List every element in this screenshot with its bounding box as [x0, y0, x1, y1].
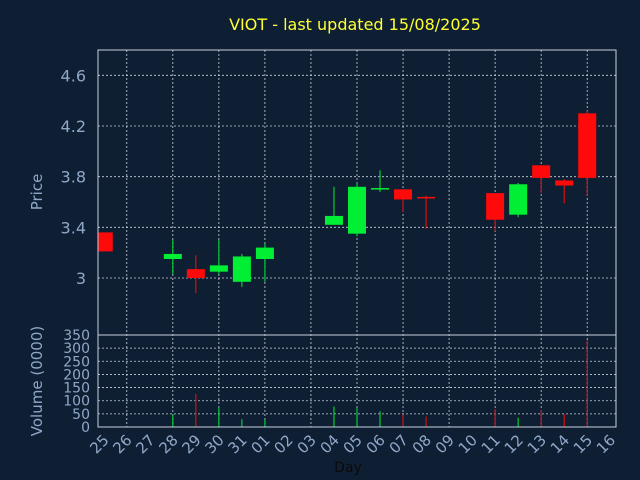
candle-body [186, 269, 205, 278]
x-tick-label: 16 [593, 431, 619, 457]
price-tick-label: 3.4 [61, 218, 86, 237]
candle-body [209, 265, 228, 272]
candle-body [255, 247, 274, 259]
candle-body [232, 256, 251, 282]
price-axis-label: Price [28, 174, 46, 211]
volume-tick-label: 150 [63, 381, 90, 397]
volume-tick-label: 0 [81, 420, 90, 436]
price-tick-label: 4.2 [61, 117, 86, 136]
volume-axis-label: Volume (0000) [28, 326, 46, 436]
grid-layer [98, 50, 616, 428]
volume-bars [172, 340, 588, 427]
x-ticks: 2526272829303101020304050607080910111213… [86, 431, 619, 457]
volume-tick-label: 300 [63, 341, 90, 357]
candle-body [532, 165, 551, 178]
price-tick-label: 4.6 [61, 66, 86, 85]
volume-tick-label: 350 [63, 328, 90, 344]
volume-tick-label: 250 [63, 354, 90, 370]
price-tick-label: 3 [76, 269, 86, 288]
candle-body [578, 113, 597, 178]
candle-body [371, 188, 390, 190]
candle-body [348, 186, 366, 234]
candle-body [324, 215, 343, 225]
volume-panel-frame [97, 334, 617, 428]
volume-tick-label: 50 [72, 407, 90, 423]
candle-body [486, 193, 505, 220]
volume-tick-label: 200 [63, 367, 90, 383]
volume-tick-label: 100 [63, 394, 90, 410]
x-axis-label: Day [334, 460, 362, 476]
candle-body [163, 253, 182, 259]
candle-body [394, 189, 413, 200]
candle-body [417, 196, 436, 199]
chart-title: VIOT - last updated 15/08/2025 [229, 15, 481, 34]
price-y-ticks: 3 3.4 3.8 4.2 4.6 [61, 66, 86, 288]
price-tick-label: 3.8 [61, 168, 86, 187]
candles [98, 110, 597, 294]
candle-body [509, 184, 528, 215]
candle-body [555, 180, 574, 186]
candle-body [98, 232, 113, 252]
